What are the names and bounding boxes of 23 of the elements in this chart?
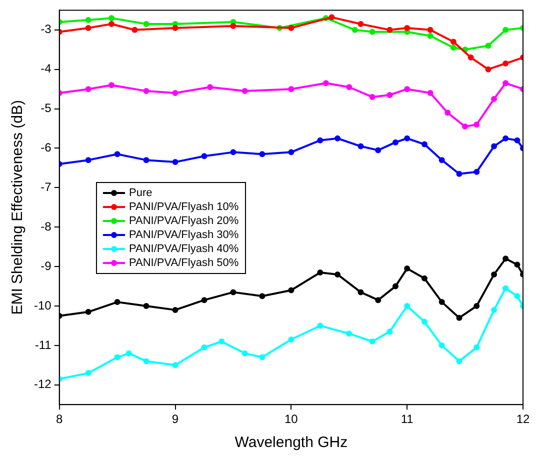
y-tick-label: -11 — [34, 338, 52, 352]
legend-label: Pure — [129, 186, 152, 200]
x-tick-label: 10 — [284, 412, 298, 426]
y-axis-title: EMI Shelding Effectiveness (dB) — [9, 100, 26, 315]
y-tick-label: -12 — [34, 377, 52, 392]
legend-label: PANI/PVA/Flyash 30% — [129, 228, 239, 242]
x-tick-label: 8 — [56, 412, 63, 426]
x-tick-label: 9 — [172, 412, 179, 426]
y-tick-label: -6 — [40, 140, 52, 155]
y-tick-label: -5 — [40, 101, 52, 116]
y-tick-label: -9 — [40, 258, 52, 273]
legend-label: PANI/PVA/Flyash 10% — [129, 200, 239, 214]
y-tick-label: -8 — [40, 219, 52, 234]
y-tick-label: -4 — [40, 62, 52, 76]
y-tick-label: -7 — [40, 180, 52, 194]
y-tick-label: -10 — [34, 298, 52, 312]
legend-label: PANI/PVA/Flyash 20% — [129, 214, 239, 228]
x-tick-label: 11 — [400, 412, 414, 426]
legend-label: PANI/PVA/Flyash 40% — [129, 242, 239, 256]
legend-label: PANI/PVA/Flyash 50% — [129, 256, 239, 270]
x-tick-label: 12 — [516, 412, 530, 426]
y-tick-label: -3 — [40, 22, 52, 36]
x-axis-title: Wavelength GHz — [234, 434, 348, 452]
